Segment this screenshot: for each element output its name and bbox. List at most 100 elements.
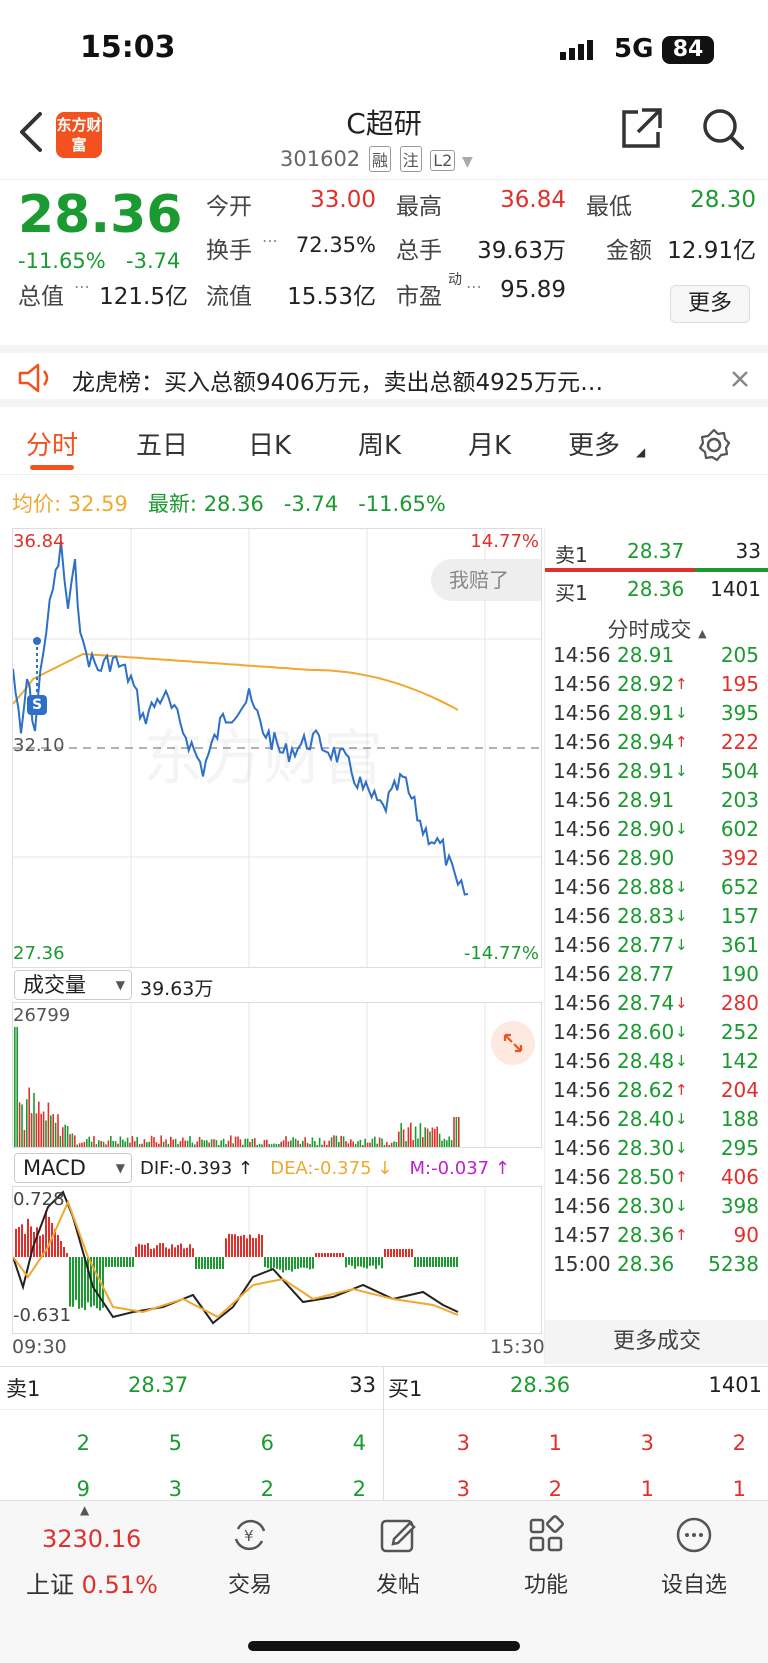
macd-top-label: 0.728: [13, 1189, 65, 1210]
back-icon[interactable]: [16, 110, 46, 154]
close-icon[interactable]: [730, 369, 750, 389]
volume-total: 39.63万: [140, 978, 214, 1000]
intraday-chart[interactable]: 东方财富 36.84 14.77% 32.10 27.36 -14.77% S …: [12, 528, 542, 968]
tab-daily-k[interactable]: 日K: [248, 431, 292, 461]
macd-selector[interactable]: MACD ▼: [14, 1153, 132, 1183]
tick-time: 14:56: [553, 1078, 611, 1102]
overlay-pill[interactable]: 我赔了: [431, 559, 541, 601]
pe-value: 95.89: [500, 277, 566, 303]
grid-icon: [529, 1515, 564, 1552]
info-icon[interactable]: ⋯: [74, 277, 90, 296]
nav-functions[interactable]: 功能: [486, 1515, 606, 1599]
tick-volume: 203: [720, 788, 759, 812]
sell1-label: 卖1: [555, 543, 588, 567]
expand-icon[interactable]: [491, 1021, 535, 1065]
volume-chart[interactable]: 26799: [12, 1002, 542, 1148]
sell-marker[interactable]: S: [27, 695, 47, 715]
tab-intraday[interactable]: 分时: [26, 431, 79, 461]
sell-depth-cell: 2: [352, 1477, 366, 1501]
macd-chart[interactable]: 0.728 -0.631: [12, 1186, 542, 1334]
buy-depth-cell: 2: [732, 1431, 746, 1455]
speaker-icon: [18, 363, 49, 393]
bottom-buy-label: 买1: [388, 1377, 423, 1401]
tick-time: 14:56: [553, 1049, 611, 1073]
index-widget[interactable]: ▲ 3230.16 上证 0.51%: [0, 1501, 178, 1611]
tick-time: 14:56: [553, 1136, 611, 1160]
tab-more[interactable]: 更多: [568, 431, 621, 461]
caret-up-icon: ▲: [80, 1503, 90, 1517]
sell-ratio-bar: [545, 568, 695, 572]
pe-dynamic-sup: 动: [448, 272, 462, 288]
tick-arrow: ↑: [675, 1226, 688, 1244]
search-icon[interactable]: [700, 106, 746, 152]
tick-price: 28.91: [617, 788, 675, 812]
tick-time: 14:56: [553, 962, 611, 986]
caret-down-icon: ▼: [462, 154, 473, 170]
buy-depth-cell: 3: [456, 1477, 470, 1501]
info-icon[interactable]: ⋯: [466, 277, 482, 296]
tick-time: 14:56: [553, 1107, 611, 1131]
tab-five-day[interactable]: 五日: [136, 431, 189, 461]
more-circle-icon: [676, 1517, 712, 1553]
nav-trade[interactable]: ¥ 交易: [190, 1515, 310, 1599]
macd-dif: DIF:-0.393 ↑: [140, 1158, 254, 1179]
buy1-row[interactable]: 买1 28.36 1401: [545, 574, 768, 605]
share-icon[interactable]: [618, 106, 664, 152]
nav-add-watchlist[interactable]: 设自选: [634, 1515, 754, 1599]
market-cap-value: 121.5亿: [99, 284, 188, 310]
sell1-row[interactable]: 卖1 28.37 33: [545, 536, 768, 567]
more-stats-button[interactable]: 更多: [670, 285, 750, 323]
battery-icon: 84: [662, 36, 714, 64]
sell1-volume: 33: [735, 539, 761, 563]
ticks-title-label: 分时成交: [607, 618, 692, 642]
macd-svg: [13, 1187, 486, 1333]
average-price-line: [13, 652, 459, 711]
tick-volume: 602: [720, 817, 759, 841]
watermark: 东方财富: [143, 724, 383, 794]
tab-weekly-k[interactable]: 周K: [358, 431, 402, 461]
tick-arrow: ↓: [675, 820, 688, 838]
low-label: 最低: [586, 194, 632, 220]
tick-row: 14:56 28.48 ↓ 142: [545, 1046, 768, 1076]
top-price-label: 36.84: [13, 531, 65, 552]
bottom-buy-price: 28.36: [510, 1373, 571, 1397]
sell1-price: 28.37: [627, 539, 685, 563]
caret-down-icon: ▼: [115, 978, 125, 992]
tick-price: 28.50: [617, 1165, 675, 1189]
info-icon[interactable]: ⋯: [262, 231, 278, 250]
tick-time: 14:56: [553, 846, 611, 870]
sell-depth-cell: 3: [168, 1477, 182, 1501]
dragon-tiger-banner[interactable]: 龙虎榜：买入总额9406万元，卖出总额4925万元…: [0, 345, 768, 407]
float-cap-label: 流值: [206, 284, 252, 310]
stock-nav-bar: 东方财富 C超研 301602 融 注 L2 ▼: [0, 100, 768, 180]
settings-icon[interactable]: [696, 427, 732, 463]
last-value: 28.36: [203, 492, 264, 516]
registration-tag: 注: [399, 146, 422, 172]
ticks-title[interactable]: 分时成交 ▲: [545, 614, 768, 644]
volume-selector[interactable]: 成交量 ▼: [14, 970, 132, 1000]
stock-name: C超研: [346, 107, 422, 140]
tick-price: 28.30: [617, 1136, 675, 1160]
tab-monthly-k[interactable]: 月K: [468, 431, 512, 461]
tick-arrow: ↓: [675, 1139, 688, 1157]
tick-price: 28.90: [617, 817, 675, 841]
tick-price: 28.40: [617, 1107, 675, 1131]
banner-text: 龙虎榜：买入总额9406万元，卖出总额4925万元…: [72, 370, 604, 396]
tick-price: 28.30: [617, 1194, 675, 1218]
sell-depth-cell: 9: [76, 1477, 90, 1501]
stock-code-row[interactable]: 301602 融 注 L2 ▼: [280, 146, 473, 172]
tick-volume: 398: [720, 1194, 759, 1218]
tick-arrow: ↓: [675, 1197, 688, 1215]
nav-trade-label: 交易: [227, 1573, 272, 1598]
buy-ratio-bar: [695, 568, 768, 572]
network-type: 5G: [614, 34, 654, 64]
buy1-label: 买1: [555, 581, 588, 605]
app-logo[interactable]: 东方财富: [56, 112, 102, 158]
tick-row: 14:56 28.90 ↓ 602: [545, 814, 768, 844]
tick-volume: 295: [720, 1136, 759, 1160]
tick-price: 28.77: [617, 933, 675, 957]
nav-post[interactable]: 发帖: [338, 1515, 458, 1599]
more-trades-button[interactable]: 更多成交: [545, 1320, 768, 1364]
bottom-buy-volume: 1401: [708, 1373, 762, 1397]
tick-row: 14:56 28.30 ↓ 295: [545, 1133, 768, 1163]
